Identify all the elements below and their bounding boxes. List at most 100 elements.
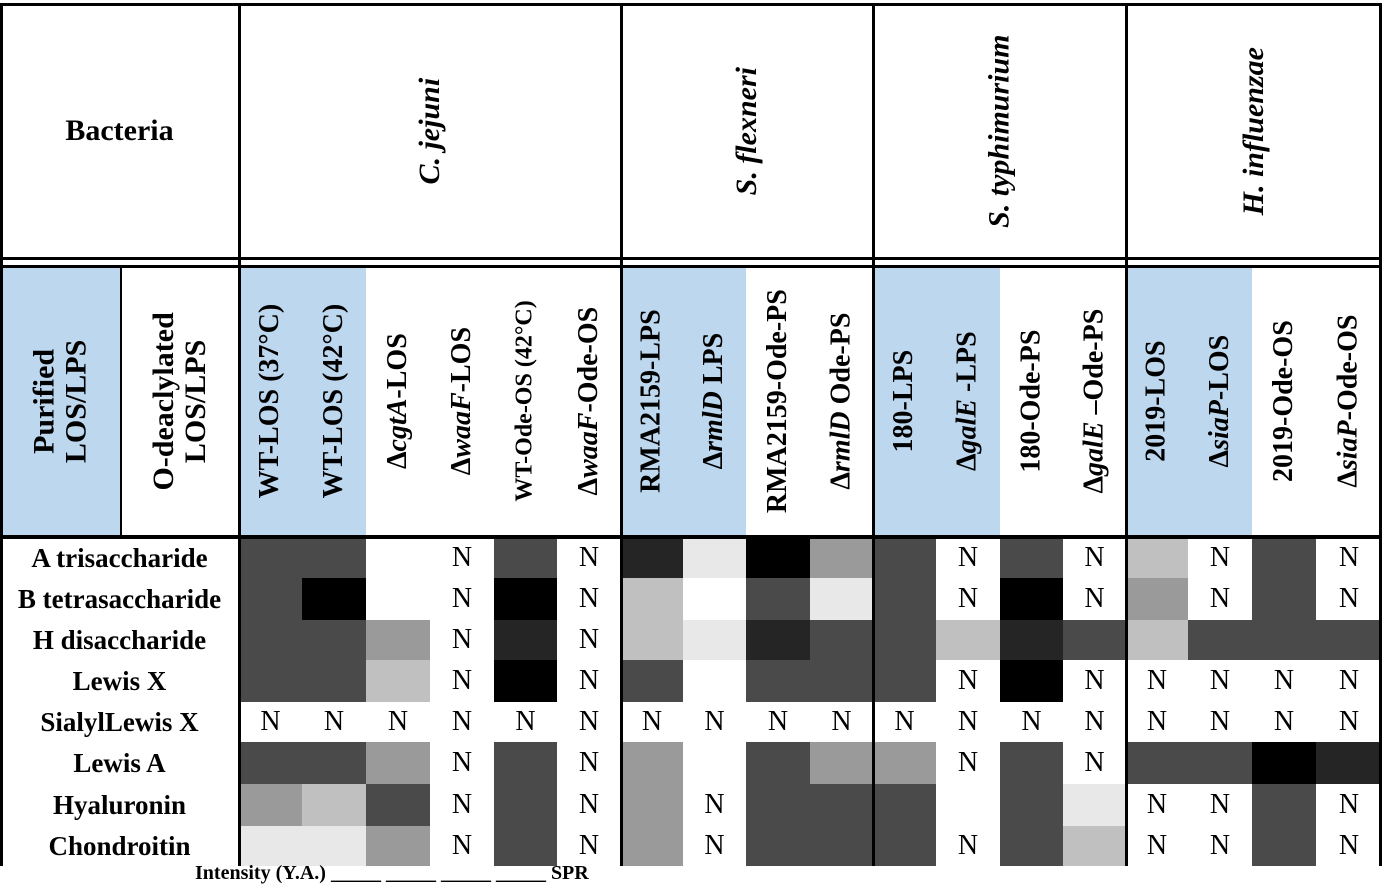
not-detected-mark: N (578, 747, 600, 778)
not-detected-mark: N (1209, 542, 1231, 573)
intensity-cell (1000, 578, 1063, 620)
intensity-cell (239, 784, 302, 826)
intensity-cell (936, 620, 1000, 660)
intensity-cell (746, 578, 810, 620)
intensity-cell (873, 578, 936, 620)
column-header-text: ΔwaaF-LOS (446, 327, 477, 475)
intensity-cell (1252, 578, 1316, 620)
intensity-cell (1126, 620, 1188, 660)
column-header-part: –Ode-PS (1078, 308, 1110, 422)
species-name: S. typhimurium (982, 34, 1016, 228)
column-header-part: waaF (572, 412, 604, 478)
intensity-cell (621, 660, 683, 702)
column-header-13: 180-Ode-PS (1000, 266, 1063, 536)
not-detected-mark: N (1084, 706, 1105, 737)
column-header-text: RMA2159-LPS (636, 309, 667, 493)
row-label-7: Hyaluronin (52, 789, 187, 820)
column-header-fill (302, 266, 366, 536)
intensity-cell (302, 620, 366, 660)
not-detected-mark: N (387, 706, 409, 737)
column-header-text: WT-LOS (37°C) (254, 303, 286, 499)
intensity-cell (302, 826, 366, 866)
not-detected-mark: N (894, 706, 915, 737)
intensity-cell (302, 742, 366, 784)
intensity-cell (239, 620, 302, 660)
not-detected-mark: N (1146, 830, 1168, 861)
intensity-cell (1126, 538, 1188, 578)
intensity-cell (1000, 538, 1063, 578)
not-detected-mark: N (578, 665, 600, 696)
intensity-cell (239, 742, 302, 784)
column-header-part: 180-Ode-PS (1015, 329, 1047, 473)
column-header-part: LPS (698, 332, 730, 392)
column-header-text: ΔcgtA-LOS (382, 333, 413, 469)
column-header-16: ΔsiaP-LOS (1188, 266, 1252, 536)
intensity-cell (494, 578, 557, 620)
intensity-cell (239, 660, 302, 702)
column-header-part: -LOS (1203, 334, 1235, 400)
not-detected-mark: N (1146, 789, 1168, 820)
intensity-cell (302, 784, 366, 826)
intensity-cell (621, 826, 683, 866)
row-label-8: Chondroitin (48, 830, 191, 861)
column-header-part: Δ (572, 477, 604, 496)
species-header-s-typhimurium: S. typhimurium (873, 4, 1126, 258)
column-header-6: ΔwaaF-Ode-OS (557, 266, 621, 536)
intensity-cell (873, 742, 936, 784)
column-header-text: ΔgalE –Ode-PS (1078, 308, 1110, 494)
intensity-cell (494, 826, 557, 866)
intensity-cell (1063, 784, 1126, 826)
column-header-text: 180-Ode-PS (1015, 329, 1047, 473)
row-label-6: Lewis A (73, 747, 166, 778)
intensity-cell (810, 826, 873, 866)
intensity-cell (746, 538, 810, 578)
intensity-cell (621, 620, 683, 660)
column-header-4: ΔwaaF-LOS (430, 266, 494, 536)
column-header-part: WT-Ode-OS (42°C) (511, 300, 538, 502)
intensity-cell (1188, 742, 1252, 784)
intensity-cell (683, 660, 746, 702)
column-header-part: Δ (951, 453, 983, 471)
column-header-part: siaP (1332, 420, 1364, 470)
column-header-part: WT-LOS (37°C) (254, 303, 286, 499)
purified-los-lps-label-text: Purified LOS/LPS (27, 339, 93, 463)
column-header-fill (621, 266, 683, 536)
not-detected-mark: N (957, 665, 979, 696)
intensity-cell (494, 742, 557, 784)
column-header-text: ΔrmlD LPS (698, 332, 730, 470)
intensity-cell (810, 660, 873, 702)
intensity-cell (1252, 538, 1316, 578)
row-label-1: A trisaccharide (31, 542, 208, 573)
intensity-cell (1188, 620, 1252, 660)
intensity-cell (621, 578, 683, 620)
not-detected-mark: N (1209, 789, 1231, 820)
footer-note: Intensity (Y.A.) _____ _____ _____ _____… (195, 862, 589, 884)
column-header-1: WT-LOS (37°C) (239, 266, 302, 536)
not-detected-mark: N (451, 747, 473, 778)
intensity-cell (494, 784, 557, 826)
intensity-cell (873, 784, 936, 826)
column-header-2: WT-LOS (42°C) (302, 266, 366, 536)
intensity-cell (810, 620, 873, 660)
intensity-cell (1252, 826, 1316, 866)
column-header-fill (1126, 266, 1188, 536)
not-detected-mark: N (578, 830, 600, 861)
column-header-text: WT-Ode-OS (42°C) (511, 300, 539, 502)
intensity-cell (494, 538, 557, 578)
intensity-cell (1000, 742, 1063, 784)
grid-hline (0, 535, 1382, 539)
grid-vline (1379, 4, 1382, 866)
intensity-cell (683, 620, 746, 660)
column-header-part: -Ode-OS (1332, 314, 1364, 421)
intensity-cell (683, 538, 746, 578)
not-detected-mark: N (1338, 789, 1360, 820)
not-detected-mark: N (578, 542, 600, 573)
column-header-text: ΔrmlD Ode-PS (825, 312, 856, 489)
odeacylated-los-lps-label: O-deaclylated LOS/LPS (121, 266, 239, 536)
not-detected-mark: N (515, 706, 536, 737)
column-header-15: 2019-LOS (1126, 266, 1188, 536)
not-detected-mark: N (1338, 830, 1360, 861)
intensity-cell (302, 538, 366, 578)
not-detected-mark: N (957, 542, 979, 573)
intensity-cell (746, 660, 810, 702)
